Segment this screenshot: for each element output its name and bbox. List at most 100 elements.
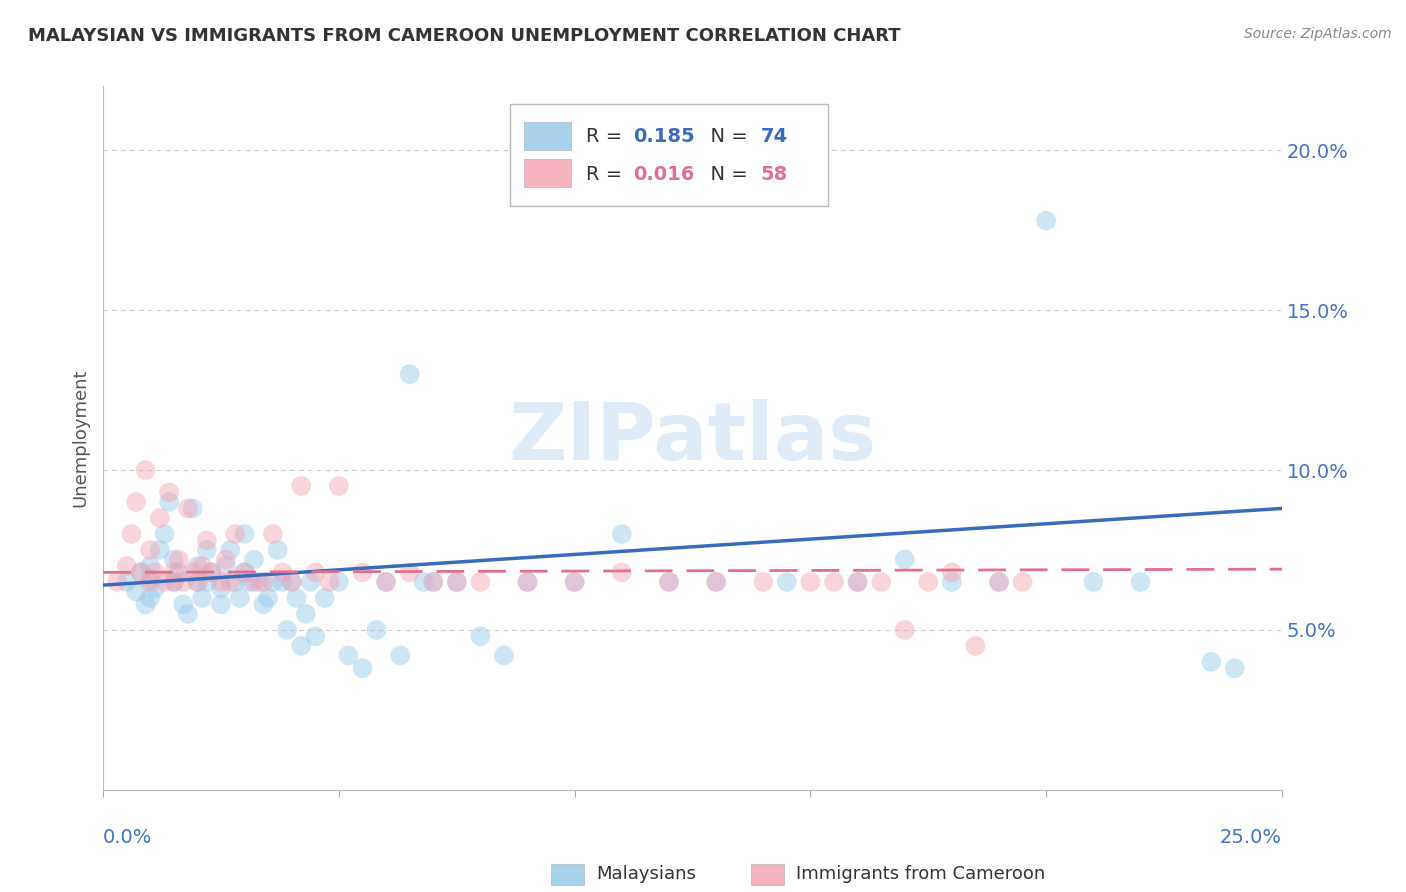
Point — [658, 574, 681, 589]
Point — [446, 574, 468, 589]
Point — [219, 543, 242, 558]
Point — [470, 629, 492, 643]
Point — [135, 597, 157, 611]
Point — [200, 566, 222, 580]
Point — [224, 527, 246, 541]
Text: 0.016: 0.016 — [634, 165, 695, 184]
Point — [139, 572, 162, 586]
Point — [516, 574, 538, 589]
Point — [299, 574, 322, 589]
Point — [172, 597, 194, 611]
Point — [846, 574, 869, 589]
FancyBboxPatch shape — [524, 159, 571, 187]
Point — [163, 574, 186, 589]
Point — [846, 574, 869, 589]
Point — [290, 479, 312, 493]
Point — [1129, 574, 1152, 589]
Y-axis label: Unemployment: Unemployment — [72, 368, 89, 508]
Point — [516, 574, 538, 589]
Text: N =: N = — [699, 165, 755, 184]
Point — [492, 648, 515, 663]
Point — [941, 574, 963, 589]
Text: R =: R = — [586, 127, 628, 145]
FancyBboxPatch shape — [524, 121, 571, 150]
Point — [247, 574, 270, 589]
Point — [398, 566, 420, 580]
Point — [163, 574, 186, 589]
Point — [988, 574, 1011, 589]
Text: 58: 58 — [761, 165, 789, 184]
Point — [115, 558, 138, 573]
Point — [375, 574, 398, 589]
Point — [233, 527, 256, 541]
Point — [195, 533, 218, 548]
Point — [243, 552, 266, 566]
Text: 74: 74 — [761, 127, 787, 145]
Text: 25.0%: 25.0% — [1220, 829, 1282, 847]
Text: Malaysians: Malaysians — [596, 865, 696, 883]
Point — [181, 566, 204, 580]
Point — [1223, 661, 1246, 675]
Point — [290, 639, 312, 653]
Point — [139, 574, 162, 589]
Point — [328, 574, 350, 589]
Point — [224, 574, 246, 589]
Point — [446, 574, 468, 589]
Point — [153, 574, 176, 589]
Point — [422, 574, 444, 589]
Point — [304, 566, 326, 580]
FancyBboxPatch shape — [551, 863, 583, 885]
Point — [280, 574, 302, 589]
Point — [965, 639, 987, 653]
Point — [280, 574, 302, 589]
Point — [352, 661, 374, 675]
Point — [191, 591, 214, 605]
Point — [389, 648, 412, 663]
Point — [215, 558, 238, 573]
Point — [252, 597, 274, 611]
Point — [163, 566, 186, 580]
Point — [177, 501, 200, 516]
Point — [285, 591, 308, 605]
FancyBboxPatch shape — [751, 863, 785, 885]
Point — [271, 566, 294, 580]
Point — [893, 552, 915, 566]
Point — [129, 566, 152, 580]
Point — [129, 566, 152, 580]
Point — [215, 552, 238, 566]
Point — [139, 543, 162, 558]
Point — [195, 543, 218, 558]
Point — [658, 574, 681, 589]
Point — [262, 574, 284, 589]
Point — [139, 591, 162, 605]
Text: 0.185: 0.185 — [634, 127, 695, 145]
Point — [412, 574, 434, 589]
Point — [149, 543, 172, 558]
Point — [704, 574, 727, 589]
Point — [262, 527, 284, 541]
Point — [266, 543, 288, 558]
Point — [337, 648, 360, 663]
Text: R =: R = — [586, 165, 628, 184]
Point — [870, 574, 893, 589]
Point — [398, 367, 420, 381]
Text: N =: N = — [699, 127, 755, 145]
Text: Source: ZipAtlas.com: Source: ZipAtlas.com — [1244, 27, 1392, 41]
Point — [139, 558, 162, 573]
Point — [271, 574, 294, 589]
Point — [823, 574, 845, 589]
Point — [105, 574, 128, 589]
Text: 0.0%: 0.0% — [103, 829, 152, 847]
Point — [181, 501, 204, 516]
Point — [120, 527, 142, 541]
Point — [564, 574, 586, 589]
Point — [229, 591, 252, 605]
Point — [318, 574, 340, 589]
Point — [177, 607, 200, 621]
Point — [135, 463, 157, 477]
Point — [799, 574, 821, 589]
Point — [1199, 655, 1222, 669]
Point — [366, 623, 388, 637]
Point — [422, 574, 444, 589]
Point — [143, 582, 166, 596]
